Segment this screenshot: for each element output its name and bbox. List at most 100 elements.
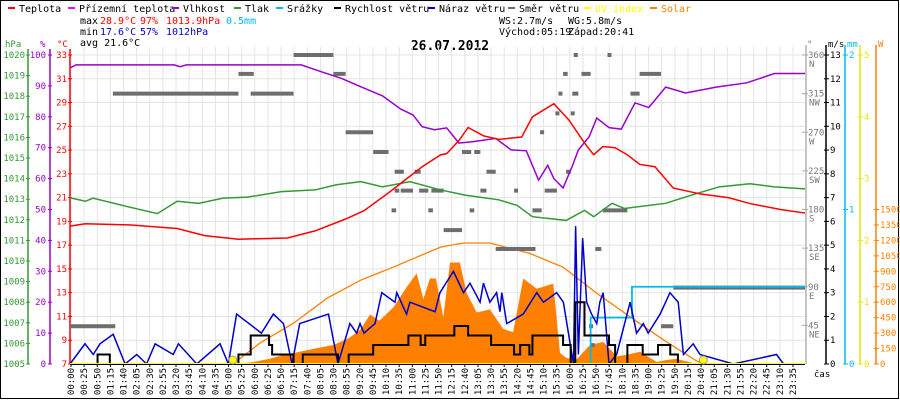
solar-tick-label: 1500 [880, 206, 900, 216]
humidity-tick-label: 90 [35, 82, 46, 92]
pressure-line [69, 180, 806, 222]
pressure-tick-label: 1019 [3, 72, 25, 82]
wind-dir-mark [607, 53, 612, 57]
wind-dir-tick-label: 225 [808, 167, 824, 177]
wind-tick-label: 3 [830, 289, 835, 299]
wind-dir-tick-label: 270 [808, 128, 824, 138]
x-tick-label: 18:35 [631, 368, 641, 395]
x-tick-label: 02:55 [159, 368, 169, 395]
wind-dir-tick-label: 360 [808, 51, 824, 61]
x-tick-label: 15:10 [540, 368, 550, 395]
legend-label: Teplota [19, 4, 61, 15]
stat-min-hum: 57% [140, 27, 158, 38]
legend-label: Vlhkost [183, 4, 225, 15]
pressure-tick-label: 1016 [3, 133, 25, 143]
compass-label: SE [809, 253, 820, 263]
solar-tick-label: 150 [880, 345, 896, 355]
x-tick-label: 19:00 [645, 368, 655, 395]
humidity-tick-label: 50 [35, 206, 46, 216]
stat-min-label: min [80, 27, 98, 38]
legend-label: Srážky [287, 3, 323, 15]
x-tick-label: 18:10 [618, 368, 628, 395]
uv-tick-label: 0 [864, 360, 869, 370]
x-tick-label: 02:30 [146, 368, 156, 395]
legend-item: Solar [650, 4, 691, 15]
wind-dir-mark [566, 169, 571, 174]
wind-tick-label: 4 [830, 265, 835, 275]
stat-sunset: Západ:20:41 [568, 26, 634, 38]
wind-tick-label: 0 [830, 360, 835, 370]
x-tick-label: 10:10 [382, 368, 392, 395]
wind-dir-mark [70, 324, 116, 329]
wind-dir-mark [238, 71, 254, 76]
temperature-tick-label: 27 [56, 122, 67, 132]
x-tick-label: 21:05 [710, 368, 720, 395]
x-tick-label: 02:05 [133, 368, 143, 395]
wind-dir-mark [555, 111, 560, 116]
wind-dir-tick-label: 315 [808, 90, 824, 100]
x-tick-label: 11:00 [408, 368, 418, 395]
x-tick-label: 16:50 [592, 368, 602, 395]
wind-dir-mark [495, 246, 536, 251]
rain-unit: mm [847, 40, 858, 50]
x-tick-label: 21:30 [723, 368, 733, 395]
wind-dir-unit: ° [807, 40, 812, 50]
sun-marker [228, 355, 238, 365]
pressure-tick-label: 1006 [3, 339, 25, 349]
temperature-tick-label: 15 [56, 265, 67, 275]
legend-label: Směr větru [519, 3, 579, 15]
temperature-tick-label: 19 [56, 217, 67, 227]
wind-dir-mark [400, 188, 413, 193]
wind-dir-mark [462, 149, 472, 154]
wind-dir-mark [639, 71, 662, 76]
wind-dir-mark [414, 169, 421, 174]
stat-avg: avg 21.6°C [80, 38, 140, 49]
stat-rain-total: 0.5mm [226, 16, 256, 27]
solar-max-line [232, 242, 704, 365]
wind-dir-mark [544, 188, 557, 193]
legend-item: Tlak [234, 4, 269, 15]
legend-swatch [428, 7, 435, 9]
wind-tick-label: 9 [830, 146, 835, 156]
x-tick-label: 14:20 [513, 368, 523, 395]
wind-dir-mark [514, 188, 519, 193]
solar-unit: W [878, 40, 884, 50]
x-tick-label: 16:00 [566, 368, 576, 395]
wind-tick-label: 5 [830, 241, 835, 251]
x-axis-label: čas [814, 369, 830, 380]
legend-swatch [650, 7, 657, 9]
x-tick-label: 01:40 [120, 368, 130, 395]
wind-dir-mark [250, 91, 294, 96]
x-tick-label: 10:35 [395, 368, 405, 395]
x-tick-label: 21:55 [736, 368, 746, 395]
wind-dir-mark [443, 228, 462, 233]
solar-tick-label: 450 [880, 314, 896, 324]
compass-label: N [809, 60, 814, 70]
legend-label: Solar [661, 4, 691, 15]
solar-tick-label: 750 [880, 283, 896, 293]
solar-tick-label: 600 [880, 298, 896, 308]
humidity-unit: % [40, 40, 46, 50]
x-tick-label: 11:50 [435, 368, 445, 395]
wind-dir-mark [661, 324, 674, 329]
humidity-tick-label: 70 [35, 144, 46, 154]
rain-tick-label: 1 [849, 206, 854, 216]
wind-dir-mark [373, 149, 389, 154]
wind-dir-mark [572, 91, 579, 96]
x-tick-label: 23:10 [776, 368, 786, 395]
wind-dir-mark [394, 188, 400, 193]
wind-tick-label: 12 [830, 75, 841, 85]
legend-item: Náraz větru [428, 3, 505, 15]
legend-label: Rychlost větru [345, 3, 429, 15]
stat-sunrise: Východ:05:19 [499, 26, 571, 38]
solar-tick-label: 1350 [880, 221, 900, 231]
wind-dir-tick-label: 135 [808, 244, 824, 254]
rain-tick-label: 2 [849, 51, 854, 61]
humidity-tick-label: 0 [41, 360, 46, 370]
x-tick-label: 20:40 [697, 368, 707, 395]
x-tick-label: 15:35 [553, 368, 563, 395]
wind-dir-mark [570, 111, 575, 116]
legend-swatch [584, 7, 591, 9]
pressure-tick-label: 1009 [3, 278, 25, 288]
x-tick-label: 19:25 [658, 368, 668, 395]
